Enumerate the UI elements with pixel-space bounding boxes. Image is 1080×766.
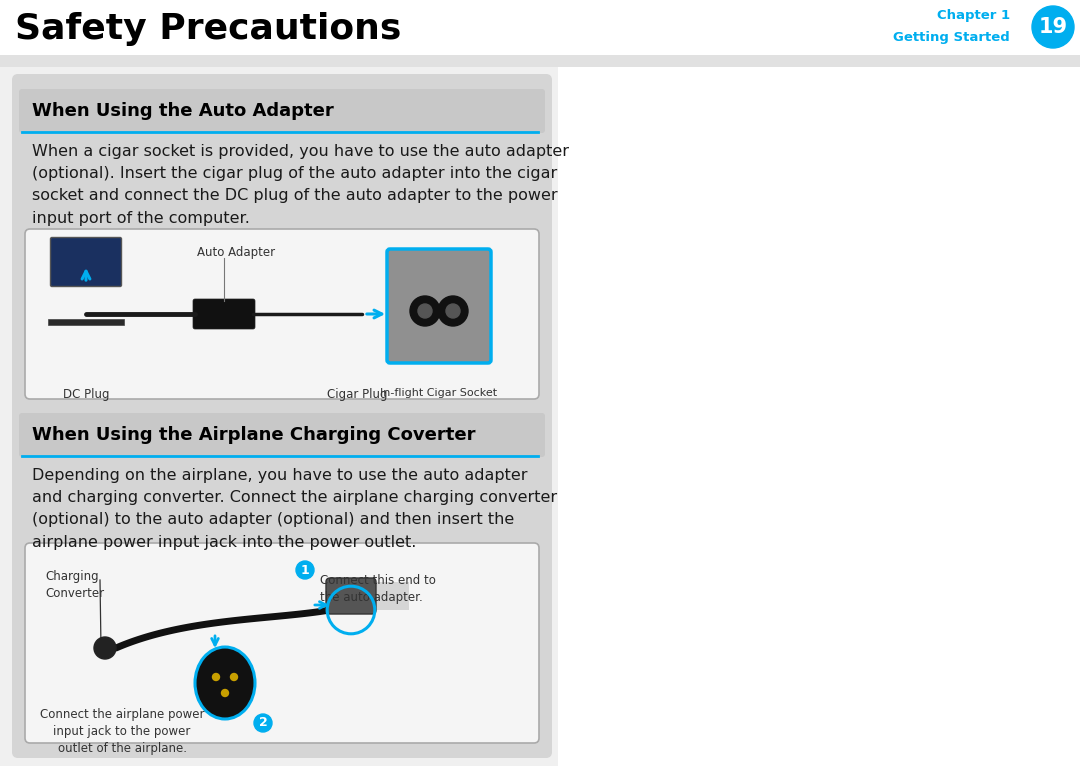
Text: Connect this end to
the auto adapter.: Connect this end to the auto adapter. (320, 574, 436, 604)
Circle shape (418, 304, 432, 318)
Circle shape (410, 296, 440, 326)
FancyBboxPatch shape (193, 299, 255, 329)
Circle shape (254, 714, 272, 732)
Text: Connect the airplane power
input jack to the power
outlet of the airplane.: Connect the airplane power input jack to… (40, 708, 204, 755)
Text: Getting Started: Getting Started (893, 31, 1010, 44)
Circle shape (213, 673, 219, 680)
Text: In-flight Cigar Socket: In-flight Cigar Socket (380, 388, 498, 398)
FancyBboxPatch shape (387, 249, 491, 363)
Text: Cigar Plug: Cigar Plug (327, 388, 388, 401)
Text: Charging
Converter: Charging Converter (45, 570, 104, 600)
Text: Chapter 1: Chapter 1 (936, 9, 1010, 22)
FancyBboxPatch shape (12, 74, 552, 758)
Circle shape (94, 637, 116, 659)
Text: When Using the Airplane Charging Coverter: When Using the Airplane Charging Coverte… (32, 426, 475, 444)
Circle shape (296, 561, 314, 579)
FancyBboxPatch shape (25, 229, 539, 399)
FancyBboxPatch shape (326, 578, 376, 614)
FancyBboxPatch shape (374, 582, 409, 610)
Circle shape (438, 296, 468, 326)
Text: 1: 1 (300, 564, 309, 577)
Text: Safety Precautions: Safety Precautions (15, 11, 402, 46)
FancyBboxPatch shape (25, 543, 539, 743)
Circle shape (221, 689, 229, 696)
FancyBboxPatch shape (19, 413, 545, 457)
Bar (0, 0, 1080, 55)
Text: 19: 19 (1039, 17, 1067, 37)
Circle shape (446, 304, 460, 318)
Bar (0, 55, 1080, 67)
Text: When a cigar socket is provided, you have to use the auto adapter
(optional). In: When a cigar socket is provided, you hav… (32, 144, 569, 226)
Bar (558, 67, 1080, 766)
Circle shape (230, 673, 238, 680)
Text: DC Plug: DC Plug (63, 388, 109, 401)
Text: Depending on the airplane, you have to use the auto adapter
and charging convert: Depending on the airplane, you have to u… (32, 468, 557, 549)
FancyBboxPatch shape (19, 89, 545, 133)
Bar (48, 319, 124, 325)
Ellipse shape (195, 647, 255, 719)
FancyBboxPatch shape (51, 237, 121, 286)
Text: 2: 2 (258, 716, 268, 729)
Circle shape (1032, 6, 1074, 48)
Text: Auto Adapter: Auto Adapter (197, 246, 275, 259)
Text: When Using the Auto Adapter: When Using the Auto Adapter (32, 102, 334, 120)
